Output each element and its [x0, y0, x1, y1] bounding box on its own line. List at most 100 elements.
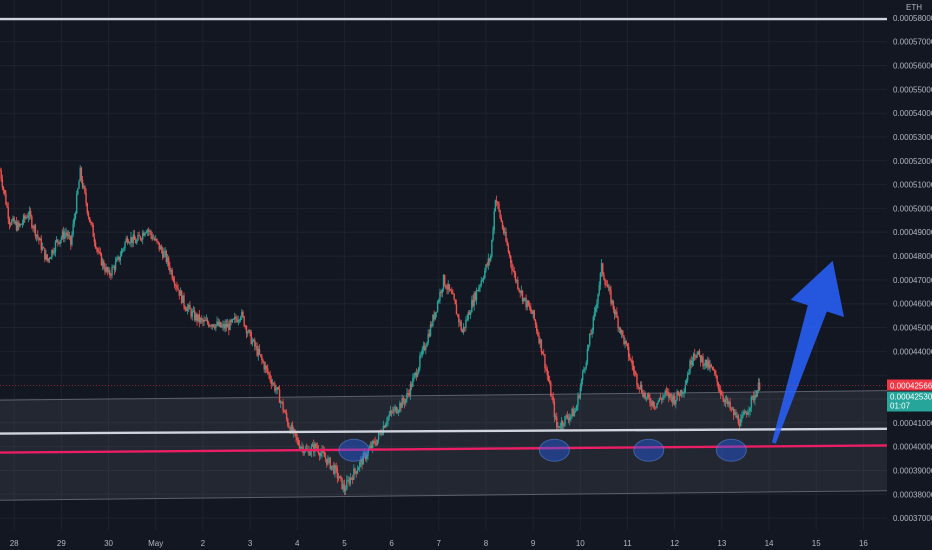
bounce-marker[interactable]: [338, 438, 370, 462]
candle-body: [594, 308, 597, 312]
candle-body: [230, 320, 232, 323]
candle-body: [405, 399, 407, 404]
candle-body: [34, 225, 37, 237]
candle-body: [208, 323, 210, 327]
candle-body: [288, 425, 290, 428]
candle-body: [659, 397, 662, 399]
candle-body: [163, 252, 165, 258]
candle-body: [64, 233, 66, 239]
candle-body: [259, 354, 262, 356]
up-arrow[interactable]: [771, 260, 844, 444]
candle-body: [745, 413, 748, 415]
candle-body: [124, 242, 126, 248]
candle-body: [114, 261, 117, 271]
candle-body: [688, 372, 690, 375]
candle-body: [598, 285, 600, 295]
candle-body: [346, 480, 348, 490]
candle-body: [205, 319, 208, 321]
candle-body: [399, 403, 401, 411]
candle-body: [361, 458, 363, 465]
candle-body: [237, 320, 239, 323]
candle-body: [343, 484, 346, 492]
candle-body: [272, 383, 275, 385]
candle-body: [70, 235, 72, 245]
time-tick-label: 7: [437, 539, 442, 548]
candle-body: [35, 234, 38, 237]
candle-body: [173, 281, 176, 286]
candle-body: [183, 295, 185, 307]
candle-body: [438, 300, 440, 303]
candle-body: [203, 320, 205, 323]
candle-body: [374, 441, 376, 444]
candle-body: [251, 340, 254, 345]
candle-body: [210, 325, 212, 327]
candle-body: [198, 314, 201, 323]
candle-body: [188, 304, 190, 308]
candle-body: [147, 230, 150, 232]
candle-body: [724, 399, 727, 403]
candle-body: [606, 285, 609, 288]
candle-body: [462, 326, 465, 333]
candle-body: [607, 287, 610, 289]
candle-body: [464, 326, 466, 328]
candle-body: [531, 311, 533, 315]
candle-body: [622, 330, 624, 336]
candle-body: [314, 443, 316, 453]
candle-body: [525, 297, 527, 308]
candle-body: [394, 406, 396, 409]
candle-body: [33, 225, 35, 229]
candle-body: [718, 388, 721, 391]
candle-body: [673, 395, 676, 405]
candle-body: [159, 246, 162, 250]
candle-body: [452, 293, 454, 295]
price-tick-label: 0.00049000: [893, 228, 932, 237]
candle-body: [152, 238, 155, 240]
candle-body: [600, 263, 603, 273]
candle-body: [492, 230, 494, 240]
candle-body: [228, 323, 230, 331]
candle-body: [184, 306, 186, 310]
candle-body: [665, 390, 668, 392]
candle-body: [26, 217, 28, 219]
candle-body: [324, 456, 327, 459]
candle-body: [110, 275, 112, 276]
candle-body: [39, 238, 41, 241]
candle-body: [712, 369, 715, 371]
candle-body: [507, 245, 510, 252]
candle-body: [126, 238, 129, 243]
candle-body: [178, 289, 180, 296]
candle-body: [226, 323, 229, 328]
candle-body: [534, 319, 537, 325]
bounce-marker[interactable]: [633, 438, 665, 462]
candle-body: [57, 239, 59, 243]
price-tick-label: 0.00044000: [893, 347, 932, 356]
candle-body: [565, 415, 567, 417]
candle-body: [630, 359, 632, 361]
candle-body: [478, 287, 480, 291]
candle-body: [344, 489, 347, 492]
white-support-line[interactable]: [0, 427, 888, 435]
candle-body: [215, 324, 217, 329]
candle-body: [708, 360, 710, 369]
candle-body: [447, 284, 449, 290]
candle-body: [290, 425, 293, 433]
candle-body: [610, 290, 612, 304]
price-axis[interactable]: ETH 0.00037000 0.00038000 0.00039000 0.0004…: [887, 0, 932, 530]
time-axis[interactable]: 28 29 30 May 2 3 4 5 6 7 8 9 10 11 12 13 14 15 16: [0, 536, 887, 550]
candle-body: [684, 384, 687, 392]
candle-body: [153, 238, 156, 241]
candle-body: [267, 368, 269, 373]
bounce-marker[interactable]: [715, 438, 747, 462]
candle-body: [602, 263, 604, 275]
candle-body: [623, 335, 625, 345]
candle-body: [51, 249, 53, 258]
candle-body: [504, 231, 506, 234]
candle-body: [2, 187, 5, 191]
candle-body: [199, 318, 202, 323]
red-support-line[interactable]: [0, 444, 888, 454]
bounce-marker[interactable]: [538, 438, 570, 462]
candle-body: [380, 433, 382, 435]
candle-body: [433, 315, 435, 320]
candle-body: [136, 240, 138, 244]
